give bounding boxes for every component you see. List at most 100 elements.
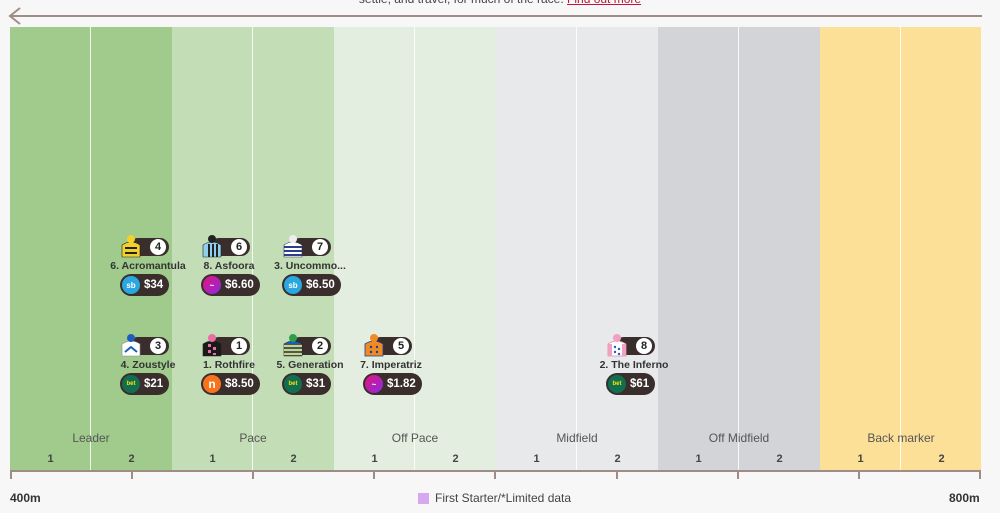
barrier-number: 6 — [231, 239, 247, 255]
neds-logo-icon: n — [203, 375, 221, 393]
odds-price: $6.60 — [225, 279, 254, 291]
odds-button[interactable]: ~ $6.60 — [201, 274, 260, 296]
axis-tick — [131, 471, 133, 479]
bet365-logo-icon: bet — [122, 375, 140, 393]
sub-divider — [900, 27, 901, 471]
sub-divider — [738, 27, 739, 471]
barrier-number: 8 — [636, 338, 652, 354]
runner-card[interactable]: 7 3. Uncommo... sb $6.50 — [265, 233, 355, 296]
runner-name: 2. The Inferno — [599, 359, 669, 371]
ladbrokes-logo-icon: ~ — [365, 375, 383, 393]
axis-end-label: 800m — [949, 491, 980, 505]
odds-button[interactable]: sb $6.50 — [282, 274, 341, 296]
band-label-back-marker: Back marker — [867, 431, 935, 445]
axis-tick — [616, 471, 618, 479]
sub-label: 2 — [776, 453, 783, 465]
bet365-logo-icon: bet — [284, 375, 302, 393]
axis-tick — [494, 471, 496, 479]
band-label-midfield: Midfield — [556, 431, 598, 445]
jockey-silk-icon — [283, 235, 303, 258]
axis-tick — [979, 471, 981, 479]
band-label-pace: Pace — [239, 431, 267, 445]
axis-start-label: 400m — [10, 491, 41, 505]
axis-tick — [373, 471, 375, 479]
sub-label: 1 — [371, 453, 378, 465]
band-label-leader: Leader — [72, 431, 110, 445]
runner-card[interactable]: 6 8. Asfoora ~ $6.60 — [184, 233, 274, 296]
odds-button[interactable]: sb $34 — [120, 274, 170, 296]
odds-button[interactable]: bet $21 — [120, 373, 170, 395]
odds-button[interactable]: bet $61 — [606, 373, 656, 395]
sub-divider — [252, 27, 253, 471]
sub-label: 2 — [614, 453, 621, 465]
first-starter-swatch — [418, 492, 429, 504]
runner-name: 4. Zoustyle — [120, 359, 176, 371]
speedmap-chart: Leader Pace Off Pace Midfield Off Midfie… — [10, 27, 981, 471]
barrier-number: 2 — [312, 338, 328, 354]
barrier-number: 5 — [393, 338, 409, 354]
jockey-silk-icon — [364, 334, 384, 357]
sub-label: 1 — [533, 453, 540, 465]
runner-name: 1. Rothfire — [203, 359, 255, 371]
barrier-number: 7 — [312, 239, 328, 255]
legend-label: First Starter/*Limited data — [435, 491, 572, 505]
runner-name: 6. Acromantula — [110, 260, 186, 272]
runner-name: 5. Generation — [276, 359, 344, 371]
odds-price: $21 — [144, 378, 164, 390]
odds-button[interactable]: n $8.50 — [201, 373, 260, 395]
jockey-silk-icon — [283, 334, 303, 357]
sub-label: 2 — [290, 453, 297, 465]
odds-price: $1.82 — [387, 378, 416, 390]
runner-card[interactable]: 1 1. Rothfire n $8.50 — [184, 332, 274, 395]
sub-label: 2 — [452, 453, 459, 465]
axis-tick — [252, 471, 254, 479]
barrier-number: 1 — [231, 338, 247, 354]
odds-price: $61 — [630, 378, 650, 390]
band-off-pace — [334, 27, 496, 471]
runner-card[interactable]: 4 6. Acromantula sb $34 — [103, 233, 193, 296]
jockey-silk-icon — [607, 334, 627, 357]
sub-divider — [90, 27, 91, 471]
runner-card[interactable]: 8 2. The Inferno bet $61 — [589, 332, 679, 395]
jockey-silk-icon — [121, 334, 141, 357]
barrier-number: 3 — [150, 338, 166, 354]
band-off-midfield — [658, 27, 820, 471]
jockey-silk-icon — [121, 235, 141, 258]
band-label-off-midfield: Off Midfield — [708, 431, 770, 445]
odds-price: $31 — [306, 378, 326, 390]
bet365-logo-icon: bet — [608, 375, 626, 393]
band-midfield — [496, 27, 658, 471]
legend: First Starter/*Limited data — [418, 491, 571, 505]
odds-button[interactable]: ~ $1.82 — [363, 373, 422, 395]
axis-tick — [858, 471, 860, 479]
ladbrokes-logo-icon: ~ — [203, 276, 221, 294]
odds-price: $34 — [144, 279, 164, 291]
runner-card[interactable]: 5 7. Imperatriz ~ $1.82 — [346, 332, 436, 395]
odds-button[interactable]: bet $31 — [282, 373, 332, 395]
sub-divider — [414, 27, 415, 471]
axis-tick — [737, 471, 739, 479]
runner-name: 7. Imperatriz — [360, 359, 422, 371]
arrow-left-icon — [8, 7, 21, 25]
jockey-silk-icon — [202, 235, 222, 258]
sportsbet-logo-icon: sb — [284, 276, 302, 294]
band-label-off-pace: Off Pace — [391, 431, 439, 445]
sub-label: 2 — [128, 453, 135, 465]
sub-label: 2 — [938, 453, 945, 465]
odds-price: $8.50 — [225, 378, 254, 390]
intro-text: settle, and travel, for much of the race… — [0, 0, 1000, 6]
runner-name: 8. Asfoora — [203, 260, 255, 272]
sportsbet-logo-icon: sb — [122, 276, 140, 294]
sub-label: 1 — [209, 453, 216, 465]
runner-card[interactable]: 2 5. Generation bet $31 — [265, 332, 355, 395]
find-out-more-link[interactable]: Find out more — [567, 0, 641, 6]
runner-name: 3. Uncommo... — [274, 260, 346, 272]
sub-label: 1 — [695, 453, 702, 465]
barrier-number: 4 — [150, 239, 166, 255]
intro-sentence: settle, and travel, for much of the race… — [359, 0, 564, 6]
runner-card[interactable]: 3 4. Zoustyle bet $21 — [103, 332, 193, 395]
sub-label: 1 — [857, 453, 864, 465]
axis-tick — [10, 471, 12, 479]
sub-divider — [576, 27, 577, 471]
odds-price: $6.50 — [306, 279, 335, 291]
